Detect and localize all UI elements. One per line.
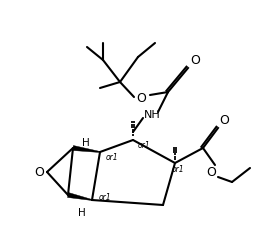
Text: or1: or1 [138,140,151,149]
Text: or1: or1 [99,194,112,202]
Text: O: O [34,165,44,178]
Text: O: O [190,54,200,67]
Text: H: H [82,138,90,148]
Text: or1: or1 [172,165,185,174]
Polygon shape [73,146,100,152]
Text: NH: NH [144,110,160,120]
Text: or1: or1 [106,153,119,163]
Text: O: O [206,165,216,178]
Polygon shape [68,193,92,201]
Text: H: H [78,208,86,218]
Text: O: O [136,92,146,105]
Text: O: O [219,114,229,126]
